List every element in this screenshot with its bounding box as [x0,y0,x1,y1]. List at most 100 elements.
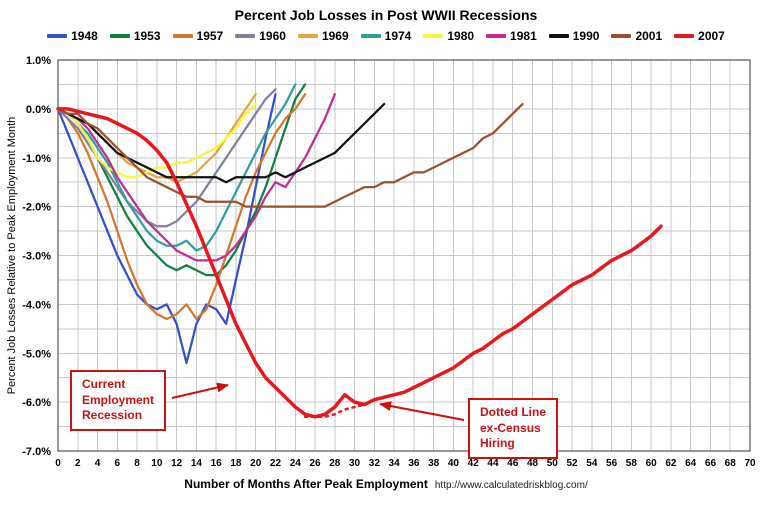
ex-census-arrow [379,401,465,421]
x-tick-label: 40 [448,458,460,469]
series-line-2001 [56,102,524,208]
x-tick-label: 52 [566,458,578,469]
x-tick-label: 58 [626,458,638,469]
series-line-1974 [56,83,297,252]
legend-label: 1974 [384,29,412,43]
legend-label: 1981 [510,29,537,43]
legend-item-1948: 1948 [47,29,98,43]
legend-label: 1969 [321,29,349,43]
x-tick-label: 38 [428,458,440,469]
legend-swatch [548,34,569,38]
annotation-line: ex-Census [480,420,541,435]
series-line-2007-ex-census [303,398,376,419]
x-tick-label: 34 [389,458,401,469]
x-tick-label: 32 [369,458,381,469]
legend-swatch [674,34,695,38]
chart-canvas: 1.0% 0.0% -1.0% -2.0% -3.0% -4.0% -5.0% -6.0% -7… [22,55,756,469]
annotation-line: Employment [82,392,155,407]
legend-swatch [423,34,444,38]
y-tick-label: -2.0% [22,202,51,214]
legend-item-1990: 1990 [548,29,600,43]
legend-label: 1948 [71,29,98,43]
grid [57,59,751,452]
x-tick-label: 4 [95,458,101,469]
legend-label: 1990 [572,29,600,43]
x-tick-label: 18 [230,458,242,469]
x-tick-label: 46 [507,458,519,469]
legend-label: 1957 [196,29,224,43]
legend-label: 2007 [698,29,725,43]
annotation-current-recession: Current Employment Recession [70,370,167,431]
x-tick-label: 62 [665,458,677,469]
y-tick-label: -5.0% [22,348,51,360]
legend-swatch [297,34,318,38]
x-tick-label: 44 [487,458,499,469]
x-tick-label: 8 [134,458,140,469]
x-tick-label: 2 [75,458,81,469]
y-tick-label: -1.0% [22,153,51,165]
x-tick-label: 66 [705,458,717,469]
legend-swatch [172,34,193,38]
annotation-arrows [171,382,465,421]
legend-swatch [109,34,130,38]
legend-item-2001: 2001 [611,29,662,43]
legend-swatch [611,34,632,38]
annotation-line: Current [82,377,126,391]
legend-item-1974: 1974 [360,29,412,43]
source-url: http://www.calculatedriskblog.com/ [434,480,588,491]
current-recession-arrow [171,382,229,399]
x-tick-label: 36 [408,458,420,469]
series-line-1990 [56,102,386,184]
x-axis-title: Number of Months After Peak Employment [184,477,428,491]
y-tick-label: -7.0% [22,446,51,458]
y-tick-label: -4.0% [22,299,51,311]
x-tick-label: 48 [527,458,539,469]
x-tick-label: 0 [55,458,61,469]
legend-swatch [486,34,507,38]
x-tick-label: 50 [547,458,559,469]
axis-tick-labels: 1.0% 0.0% -1.0% -2.0% -3.0% -4.0% -5.0% -6.0% -7… [22,55,756,469]
x-tick-label: 16 [211,458,223,469]
series-line-1957 [56,93,307,321]
y-tick-label: -3.0% [22,251,51,263]
legend-item-1981: 1981 [486,29,537,43]
chart-title: Percent Job Losses in Post WWII Recessio… [234,7,538,23]
legend-swatch [47,34,68,38]
x-axis-footer: Number of Months After Peak Employment ht… [0,477,772,491]
series-line-1980 [56,102,257,179]
legend-label: 1980 [447,29,475,43]
y-tick-label: 0.0% [26,104,51,116]
x-tick-label: 22 [270,458,282,469]
x-tick-label: 10 [151,458,163,469]
x-tick-label: 26 [309,458,321,469]
series-line-1981 [56,93,336,262]
y-tick-label: 1.0% [26,55,51,67]
x-tick-label: 20 [250,458,262,469]
legend-item-2007: 2007 [674,29,725,43]
legend-item-1953: 1953 [109,29,161,43]
x-tick-label: 12 [171,458,183,469]
x-tick-label: 60 [646,458,658,469]
x-tick-label: 42 [468,458,480,469]
legend-item-1969: 1969 [297,29,349,43]
annotation-ex-census: Dotted Line ex-Census Hiring [468,398,558,459]
legend-item-1957: 1957 [172,29,224,43]
x-tick-label: 56 [606,458,618,469]
legend-label: 2001 [635,29,663,43]
annotation-line: Hiring [480,436,515,451]
legend-swatch [235,34,256,38]
y-tick-label: -6.0% [22,397,51,409]
legend-item-1980: 1980 [423,29,474,43]
x-tick-label: 14 [191,458,203,469]
x-tick-label: 64 [685,458,697,469]
annotation-line: Recession [82,408,143,423]
series-line-1948 [56,93,277,365]
x-tick-label: 54 [586,458,598,469]
series-line-2007 [56,107,663,419]
legend-item-1960: 1960 [235,29,286,43]
x-tick-label: 70 [744,458,756,469]
x-tick-label: 30 [349,458,361,469]
legend-label: 1960 [259,29,286,43]
y-axis-title: Percent Job Losses Relative to Peak Empl… [6,116,18,395]
